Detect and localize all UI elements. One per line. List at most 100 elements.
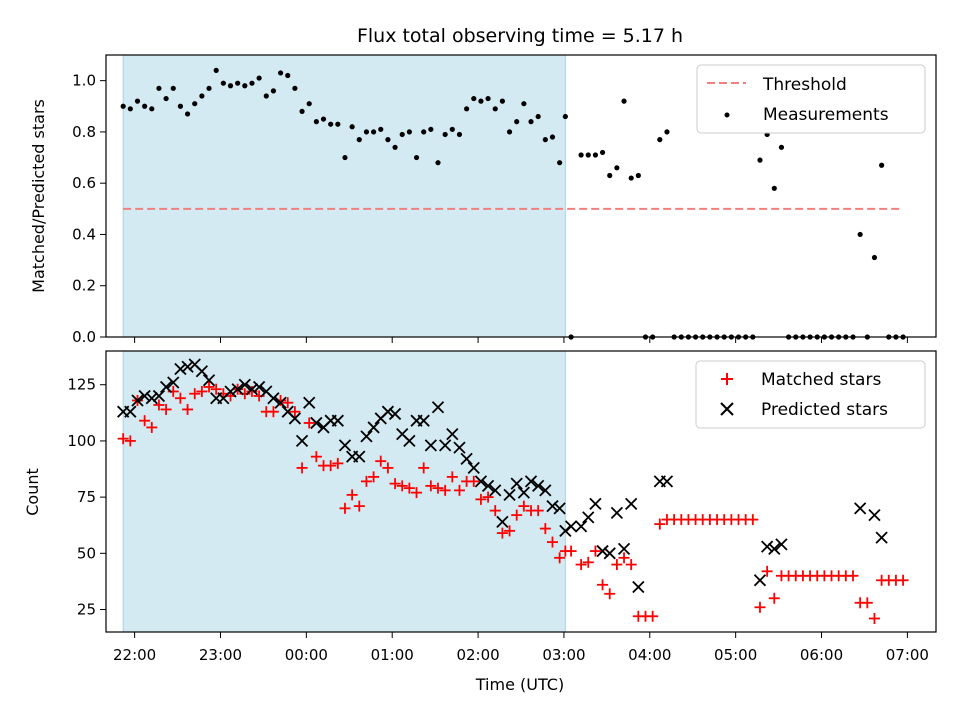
measurement-point — [421, 129, 427, 135]
matched-star-point — [489, 505, 501, 517]
predicted-star-stroke — [231, 383, 244, 396]
bottom-y-tick-label: 25 — [77, 601, 96, 619]
bottom-x-tick-label: 02:00 — [456, 646, 499, 664]
predicted-star-stroke — [574, 520, 588, 533]
measurement-point — [120, 103, 126, 109]
measurement-point — [521, 101, 527, 107]
predicted-star-point — [582, 511, 595, 524]
bottom-x-tick-label: 05:00 — [714, 646, 757, 664]
predicted-star-point — [152, 389, 166, 403]
matched-star-point — [353, 500, 365, 512]
predicted-star-point — [610, 506, 624, 519]
predicted-star-stroke — [367, 421, 380, 434]
predicted-star-stroke — [381, 405, 395, 418]
predicted-star-point — [875, 531, 888, 544]
predicted-star-stroke — [267, 392, 280, 405]
measurement-point — [485, 95, 491, 102]
measurement-point — [449, 126, 455, 132]
predicted-star-point — [768, 542, 781, 555]
matched-star-point — [360, 475, 372, 487]
predicted-star-stroke — [310, 416, 323, 430]
predicted-star-point — [181, 360, 194, 373]
predicted-star-point — [753, 574, 767, 587]
legend-predicted-marker — [720, 402, 734, 416]
predicted-star-stroke — [238, 378, 251, 391]
predicted-star-stroke — [281, 405, 294, 418]
measurement-point — [335, 121, 341, 127]
measurement-point — [363, 129, 370, 135]
predicted-star-point — [267, 392, 280, 405]
matched-star-point — [174, 392, 186, 404]
predicted-star-stroke — [603, 547, 616, 560]
bottom-y-tick-label: 75 — [77, 488, 96, 506]
chart-title: Flux total observing time = 5.17 h — [357, 25, 683, 47]
measurement-point — [163, 95, 169, 102]
x-axis-label: Time (UTC) — [475, 675, 564, 694]
matched-star-point — [296, 462, 308, 474]
predicted-star-point — [453, 441, 466, 454]
predicted-star-point — [603, 547, 616, 560]
predicted-star-stroke — [854, 502, 867, 515]
measurement-point — [778, 144, 785, 150]
matched-star-point — [504, 525, 516, 537]
predicted-star-point — [632, 580, 645, 594]
predicted-star-stroke — [167, 376, 180, 389]
measurement-point — [220, 80, 226, 86]
measurement-point — [142, 103, 148, 109]
matched-star-point — [289, 406, 301, 418]
predicted-star-stroke — [124, 405, 137, 418]
measurement-point — [871, 254, 878, 261]
measurement-point — [542, 137, 548, 143]
legend-matched-marker — [721, 373, 733, 385]
measurement-point — [342, 154, 348, 161]
matched-star-point — [532, 505, 544, 517]
measurement-point — [127, 106, 133, 112]
predicted-star-point — [617, 542, 631, 555]
bottom-x-tick-label: 03:00 — [542, 646, 585, 664]
predicted-star-stroke — [152, 389, 166, 403]
predicted-star-point — [761, 540, 774, 553]
predicted-star-point — [431, 401, 445, 414]
predicted-star-stroke — [503, 488, 516, 502]
measurement-point — [592, 152, 599, 158]
predicted-star-point — [303, 396, 316, 409]
predicted-star-stroke — [582, 511, 595, 524]
measurement-point — [621, 98, 627, 104]
matched-star-point — [182, 403, 194, 415]
top-legend: Threshold Measurements — [696, 64, 926, 134]
predicted-star-stroke — [431, 401, 445, 414]
matched-star-point — [267, 406, 279, 418]
measurement-point — [478, 98, 484, 104]
matched-star-point — [468, 475, 480, 487]
matched-star-point — [604, 588, 616, 600]
legend-measurements-label: Measurements — [763, 105, 889, 125]
matched-star-point — [868, 613, 880, 625]
predicted-star-stroke — [295, 434, 309, 448]
predicted-star-point — [202, 374, 216, 387]
predicted-star-point — [331, 414, 344, 427]
measurement-point — [177, 103, 184, 109]
predicted-star-point — [417, 414, 430, 427]
matched-star-point — [453, 484, 465, 496]
measurement-point — [399, 131, 405, 138]
top-y-tick-label: 0.4 — [72, 225, 96, 243]
predicted-star-stroke — [338, 439, 352, 452]
predicted-star-stroke — [517, 486, 530, 499]
matched-star-point — [511, 509, 523, 521]
measurement-point — [320, 116, 327, 122]
predicted-star-stroke — [396, 428, 409, 441]
predicted-star-point — [460, 452, 473, 466]
matched-star-point — [124, 435, 136, 447]
bottom-x-tick-label: 22:00 — [113, 646, 156, 664]
predicted-star-stroke — [460, 452, 473, 466]
predicted-star-stroke — [260, 385, 273, 398]
measurement-point — [535, 113, 541, 120]
predicted-star-stroke — [564, 520, 578, 533]
bottom-frame — [105, 350, 937, 633]
matched-star-point — [482, 491, 494, 503]
predicted-star-point — [224, 385, 237, 398]
predicted-star-point — [159, 380, 173, 394]
matched-star-point — [546, 536, 558, 548]
matched-star-point — [475, 493, 487, 505]
matched-star-point — [339, 502, 351, 514]
